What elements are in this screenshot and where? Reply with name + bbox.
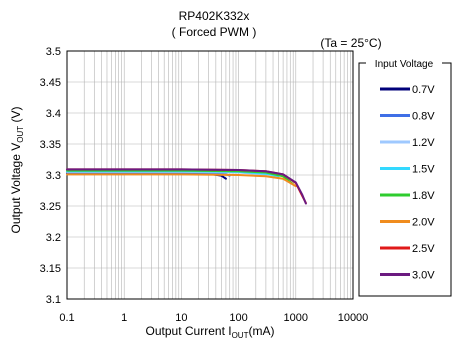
- x-tick-label: 100: [229, 312, 247, 324]
- x-tick-label: 10: [175, 312, 187, 324]
- legend-label: 0.8V: [412, 111, 435, 123]
- series-line-2-0v: [66, 173, 297, 188]
- y-axis-label: Output Voltage VOUT (V): [9, 107, 25, 234]
- x-tick-label: 1: [121, 312, 127, 324]
- x-tick-label: 1000: [284, 312, 308, 324]
- legend-items: 0.7V 0.8V 1.2V 1.5V 1.8V 2.0V 2.5V 3.0V: [380, 84, 435, 282]
- legend-label: 1.5V: [412, 164, 435, 176]
- x-tick-labels: 0.1 1 10 100 1000 10000: [59, 312, 368, 324]
- x-tick-label: 0.1: [59, 312, 74, 324]
- legend-label: 1.2V: [412, 137, 435, 149]
- y-tick-label: 3.3: [46, 170, 61, 182]
- y-tick-label: 3.5: [46, 46, 61, 58]
- chart-title: RP402K332x: [179, 9, 250, 23]
- x-tick-label: 10000: [338, 312, 369, 324]
- legend-label: 3.0V: [412, 270, 435, 282]
- series-lines: [66, 168, 307, 205]
- y-tick-label: 3.1: [46, 294, 61, 306]
- y-tick-label: 3.15: [40, 263, 61, 275]
- y-tick-label: 3.35: [40, 139, 61, 151]
- series-line-3-0v: [66, 168, 307, 205]
- legend-box: [358, 62, 452, 297]
- y-tick-label: 3.25: [40, 201, 61, 213]
- legend-title: Input Voltage: [375, 59, 434, 70]
- legend-title-bg: [366, 56, 442, 70]
- y-tick-label: 3.4: [46, 108, 61, 120]
- series-line-1-8v: [66, 169, 295, 186]
- x-axis-label: Output Current IOUT(mA): [146, 324, 275, 340]
- y-tick-label: 3.2: [46, 232, 61, 244]
- legend-label: 2.0V: [412, 217, 435, 229]
- legend-label: 2.5V: [412, 243, 435, 255]
- chart-subtitle: ( Forced PWM ): [172, 25, 257, 39]
- y-tick-label: 3.45: [40, 77, 61, 89]
- legend-label: 1.8V: [412, 190, 435, 202]
- legend-label: 0.7V: [412, 84, 435, 96]
- ta-annotation: (Ta = 25°C): [320, 36, 381, 50]
- legend: Input Voltage 0.7V 0.8V 1.2V 1.5V 1.8V 2.0V 2.…: [358, 56, 452, 297]
- y-tick-labels: 3.1 3.15 3.2 3.25 3.3 3.35 3.4 3.45 3.5: [40, 46, 61, 306]
